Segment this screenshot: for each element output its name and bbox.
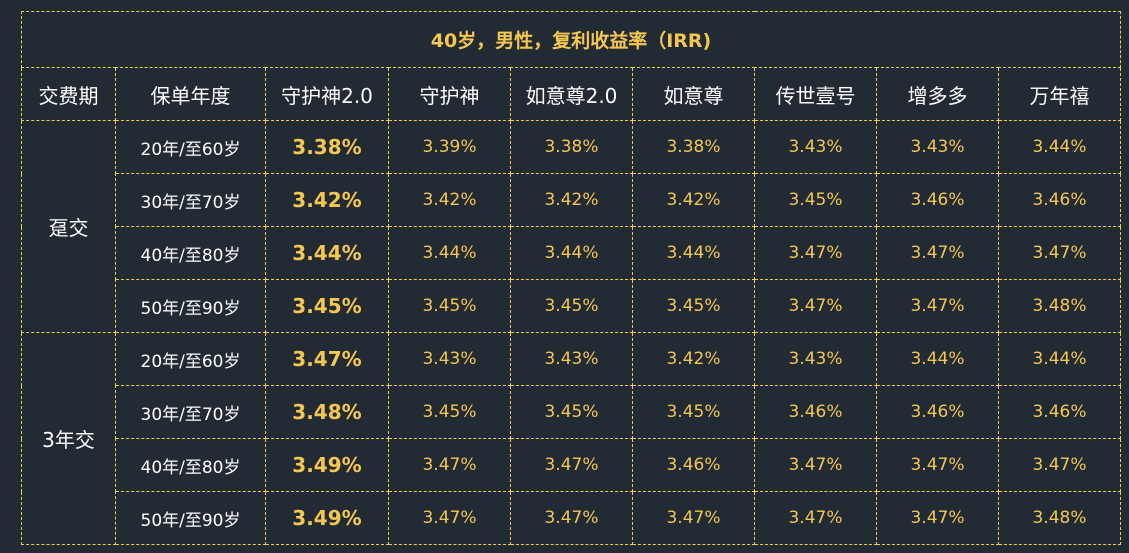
irr-value-cell: 3.42% <box>388 173 511 227</box>
irr-value-cell: 3.39% <box>388 120 511 174</box>
irr-value-cell: 3.43% <box>388 332 511 386</box>
table-row: 50年/至90岁 3.49% 3.47% 3.47% 3.47% 3.47% 3.47% 3.… <box>22 491 1121 545</box>
table-title: 40岁，男性，复利收益率（IRR) <box>21 11 1121 68</box>
irr-value-cell: 3.47% <box>632 491 755 545</box>
irr-value-cell: 3.46% <box>876 173 999 227</box>
irr-value-cell: 3.47% <box>876 226 999 280</box>
policy-year-cell: 50年/至90岁 <box>115 279 266 333</box>
header-cell-product: 守护神2.0 <box>265 67 389 121</box>
table-row: 30年/至70岁 3.48% 3.45% 3.45% 3.45% 3.46% 3.46% 3.… <box>22 385 1121 439</box>
irr-value-cell: 3.44% <box>510 226 633 280</box>
irr-value-cell: 3.47% <box>754 438 877 492</box>
header-cell-period: 交费期 <box>21 67 116 121</box>
irr-value-cell-highlight: 3.49% <box>265 438 389 492</box>
irr-value-cell: 3.45% <box>510 279 633 333</box>
header-cell-product: 传世壹号 <box>754 67 877 121</box>
title-row: 40岁，男性，复利收益率（IRR) <box>21 11 1121 68</box>
table-row: 30年/至70岁 3.42% 3.42% 3.42% 3.42% 3.45% 3.46% 3.… <box>22 173 1121 227</box>
policy-year-cell: 30年/至70岁 <box>115 173 266 227</box>
irr-value-cell: 3.47% <box>876 279 999 333</box>
irr-value-cell: 3.44% <box>632 226 755 280</box>
policy-year-cell: 40年/至80岁 <box>115 226 266 280</box>
irr-value-cell: 3.43% <box>876 120 999 174</box>
header-cell-product: 如意尊 <box>632 67 755 121</box>
irr-value-cell: 3.44% <box>876 332 999 386</box>
irr-value-cell: 3.45% <box>632 279 755 333</box>
irr-value-cell: 3.46% <box>876 385 999 439</box>
irr-value-cell: 3.42% <box>632 173 755 227</box>
policy-year-cell: 20年/至60岁 <box>115 332 266 386</box>
irr-value-cell: 3.46% <box>632 438 755 492</box>
table-body: 40岁，男性，复利收益率（IRR) 交费期 保单年度 守护神2.0 守护神 如意… <box>21 11 1121 545</box>
irr-value-cell: 3.45% <box>388 385 511 439</box>
irr-value-cell-highlight: 3.48% <box>265 385 389 439</box>
irr-value-cell: 3.47% <box>754 279 877 333</box>
irr-value-cell: 3.47% <box>754 226 877 280</box>
irr-value-cell: 3.47% <box>998 438 1121 492</box>
irr-value-cell-highlight: 3.47% <box>265 332 389 386</box>
irr-value-cell: 3.44% <box>388 226 511 280</box>
irr-value-cell: 3.42% <box>632 332 755 386</box>
irr-value-cell: 3.47% <box>876 491 999 545</box>
irr-value-cell: 3.46% <box>998 385 1121 439</box>
irr-value-cell: 3.47% <box>510 491 633 545</box>
table-row: 3年交 20年/至60岁 3.47% 3.43% 3.43% 3.42% 3.43% 3.44… <box>21 332 1121 545</box>
table-row: 趸交 20年/至60岁 3.38% 3.39% 3.38% 3.38% 3.43% 3.43%… <box>21 120 1121 333</box>
policy-year-cell: 30年/至70岁 <box>115 385 266 439</box>
irr-value-cell: 3.44% <box>998 120 1121 174</box>
header-row: 交费期 保单年度 守护神2.0 守护神 如意尊2.0 如意尊 传世壹号 增多多 … <box>21 67 1121 121</box>
irr-value-cell: 3.47% <box>510 438 633 492</box>
table-row: 40年/至80岁 3.44% 3.44% 3.44% 3.44% 3.47% 3.47% 3.… <box>22 226 1121 280</box>
irr-value-cell: 3.44% <box>998 332 1121 386</box>
header-cell-product: 万年禧 <box>998 67 1121 121</box>
irr-value-cell: 3.45% <box>510 385 633 439</box>
policy-year-cell: 40年/至80岁 <box>115 438 266 492</box>
irr-value-cell: 3.38% <box>632 120 755 174</box>
irr-value-cell-highlight: 3.45% <box>265 279 389 333</box>
header-cell-product: 增多多 <box>876 67 999 121</box>
irr-value-cell: 3.46% <box>998 173 1121 227</box>
irr-value-cell: 3.43% <box>754 120 877 174</box>
irr-value-cell: 3.47% <box>876 438 999 492</box>
irr-value-cell-highlight: 3.42% <box>265 173 389 227</box>
irr-value-cell: 3.47% <box>388 438 511 492</box>
irr-value-cell: 3.48% <box>998 279 1121 333</box>
irr-value-cell: 3.45% <box>632 385 755 439</box>
irr-value-cell: 3.42% <box>510 173 633 227</box>
irr-value-cell: 3.47% <box>754 491 877 545</box>
irr-value-cell: 3.38% <box>510 120 633 174</box>
irr-value-cell: 3.48% <box>998 491 1121 545</box>
irr-value-cell: 3.45% <box>754 173 877 227</box>
table-row: 40年/至80岁 3.49% 3.47% 3.47% 3.46% 3.47% 3.47% 3.… <box>22 438 1121 492</box>
header-cell-product: 如意尊2.0 <box>510 67 633 121</box>
irr-value-cell: 3.46% <box>754 385 877 439</box>
header-cell-policy-year: 保单年度 <box>115 67 266 121</box>
policy-year-cell: 20年/至60岁 <box>115 120 266 174</box>
irr-value-cell: 3.43% <box>510 332 633 386</box>
irr-value-cell: 3.45% <box>388 279 511 333</box>
irr-value-cell-highlight: 3.49% <box>265 491 389 545</box>
payment-period-cell: 趸交 <box>21 120 116 333</box>
header-cell-product: 守护神 <box>388 67 511 121</box>
irr-comparison-table: 40岁，男性，复利收益率（IRR) 交费期 保单年度 守护神2.0 守护神 如意… <box>21 11 1121 545</box>
irr-value-cell: 3.47% <box>388 491 511 545</box>
irr-value-cell-highlight: 3.38% <box>265 120 389 174</box>
irr-value-cell-highlight: 3.44% <box>265 226 389 280</box>
payment-period-cell: 3年交 <box>21 332 116 545</box>
table-row: 50年/至90岁 3.45% 3.45% 3.45% 3.45% 3.47% 3.47% 3.… <box>22 279 1121 333</box>
irr-value-cell: 3.47% <box>998 226 1121 280</box>
irr-value-cell: 3.43% <box>754 332 877 386</box>
policy-year-cell: 50年/至90岁 <box>115 491 266 545</box>
